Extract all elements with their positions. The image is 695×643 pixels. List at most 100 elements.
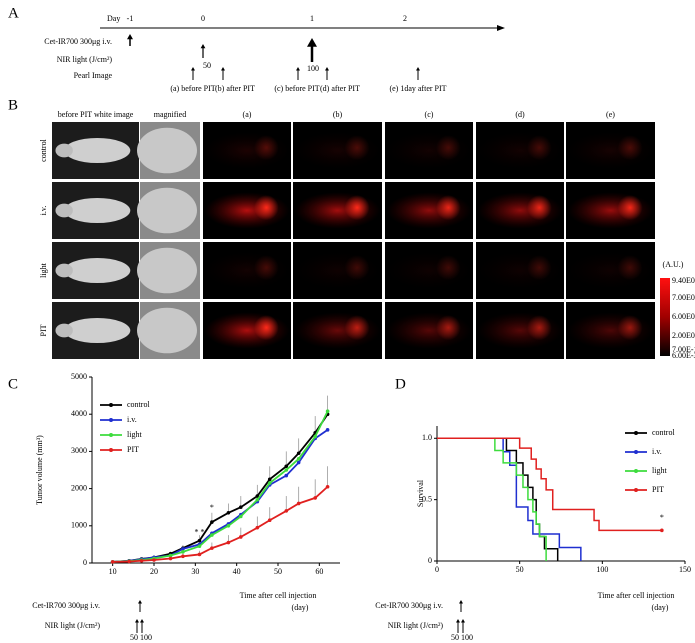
legend-label: light	[127, 430, 142, 439]
fluorescence-spot	[436, 255, 461, 281]
arrowhead	[127, 34, 133, 40]
mouse-head	[55, 203, 73, 218]
treatment-label: Cet-IR700 300μg i.v.	[375, 601, 443, 610]
fluorescence-spot	[254, 255, 279, 281]
column-header: before PIT white image	[58, 110, 134, 119]
y-tick-label: 3000	[71, 446, 87, 455]
column-header: (a)	[243, 110, 252, 119]
data-point	[255, 494, 260, 498]
data-point	[296, 501, 301, 506]
data-point	[210, 533, 214, 537]
magnified-body	[137, 307, 197, 354]
arrowhead	[140, 619, 144, 623]
data-point	[181, 554, 185, 559]
day-tick-label: 1	[310, 14, 314, 23]
y-tick-label: 0	[83, 558, 87, 567]
survival-curve	[437, 437, 582, 561]
x-tick-label: 50	[516, 565, 524, 574]
panel-label: A	[8, 5, 19, 21]
column-header: (b)	[333, 110, 343, 119]
arrowhead	[307, 38, 317, 47]
arrowhead	[200, 44, 206, 49]
data-point	[296, 457, 301, 461]
dose-label: 50	[451, 633, 459, 642]
data-point	[226, 510, 231, 515]
x-tick-label: 50	[274, 567, 282, 576]
x-tick-label: 60	[315, 567, 323, 576]
data-point	[296, 460, 301, 465]
data-point	[197, 544, 202, 549]
treatment-label: NIR light (J/cm²)	[45, 621, 101, 630]
x-axis-label: (day)	[652, 603, 669, 612]
y-tick-label: 4000	[71, 409, 87, 418]
day-label: Day	[107, 14, 120, 23]
legend-label: control	[127, 400, 150, 409]
image-label: (d) after PIT	[320, 84, 360, 93]
colorbar-label: 2.00E0	[672, 331, 695, 340]
treatment-label: Cet-IR700 300μg i.v.	[32, 601, 100, 610]
data-point	[239, 535, 243, 539]
data-point	[110, 560, 115, 564]
data-point	[284, 468, 289, 472]
fluorescence-spot	[617, 135, 643, 161]
fluorescence-spot	[344, 315, 370, 341]
legend-label: i.v.	[127, 415, 137, 424]
legend-marker	[634, 450, 638, 454]
arrowhead	[325, 67, 329, 71]
legend-marker	[634, 431, 638, 435]
annotation: *	[660, 513, 664, 522]
x-axis-label: (day)	[292, 603, 309, 612]
magnified-body	[137, 187, 197, 234]
y-tick-label: 0	[428, 556, 432, 565]
fluorescence-spot	[254, 195, 279, 221]
arrowhead	[461, 619, 465, 623]
mouse-body	[64, 317, 131, 344]
image-label: (c) before PIT	[274, 84, 319, 93]
legend-marker	[109, 403, 113, 407]
fluorescence-spot	[436, 195, 461, 221]
arrowhead	[296, 67, 300, 71]
mouse-head	[55, 263, 73, 278]
survival-curve	[437, 437, 559, 561]
row-label: Cet-IR700 300μg i.v.	[44, 37, 112, 46]
fluorescence-spot	[527, 315, 552, 341]
day-tick-label: -1	[127, 14, 134, 23]
annotation: * *	[194, 527, 204, 536]
image-label: (e) 1day after PIT	[389, 84, 446, 93]
arrowhead	[459, 600, 463, 604]
data-point	[226, 540, 231, 545]
data-point	[197, 538, 202, 543]
data-point	[239, 505, 243, 510]
x-tick-label: 100	[596, 565, 608, 574]
data-point	[210, 520, 214, 524]
data-point	[313, 434, 318, 439]
data-point	[239, 514, 243, 519]
x-axis-label: Time after cell injection	[598, 591, 675, 600]
legend-label: PIT	[127, 445, 139, 454]
row-label: Pearl Image	[74, 71, 113, 80]
arrowhead	[135, 619, 139, 623]
column-header: (e)	[606, 110, 615, 119]
data-point	[267, 477, 272, 482]
mouse-head	[55, 323, 73, 338]
row-label: control	[39, 138, 48, 161]
y-axis-label: Tumor volume (mm³)	[35, 435, 44, 505]
fluorescence-spot	[436, 135, 461, 161]
x-tick-label: 30	[191, 567, 199, 576]
fluorescence-spot	[344, 255, 370, 281]
legend-label: control	[652, 428, 675, 437]
data-point	[197, 552, 202, 557]
panel-label: D	[395, 376, 406, 392]
panel-label: B	[8, 97, 18, 113]
series-line	[112, 429, 329, 563]
legend-marker	[634, 469, 638, 473]
data-point	[127, 559, 131, 564]
legend-marker	[109, 418, 113, 422]
column-header: magnified	[154, 110, 186, 119]
data-point	[139, 558, 144, 563]
dose-label: 100	[140, 633, 152, 642]
data-point	[152, 558, 156, 562]
treatment-label: NIR light (J/cm²)	[388, 621, 444, 630]
legend-label: i.v.	[652, 447, 662, 456]
magnified-body	[137, 127, 197, 174]
